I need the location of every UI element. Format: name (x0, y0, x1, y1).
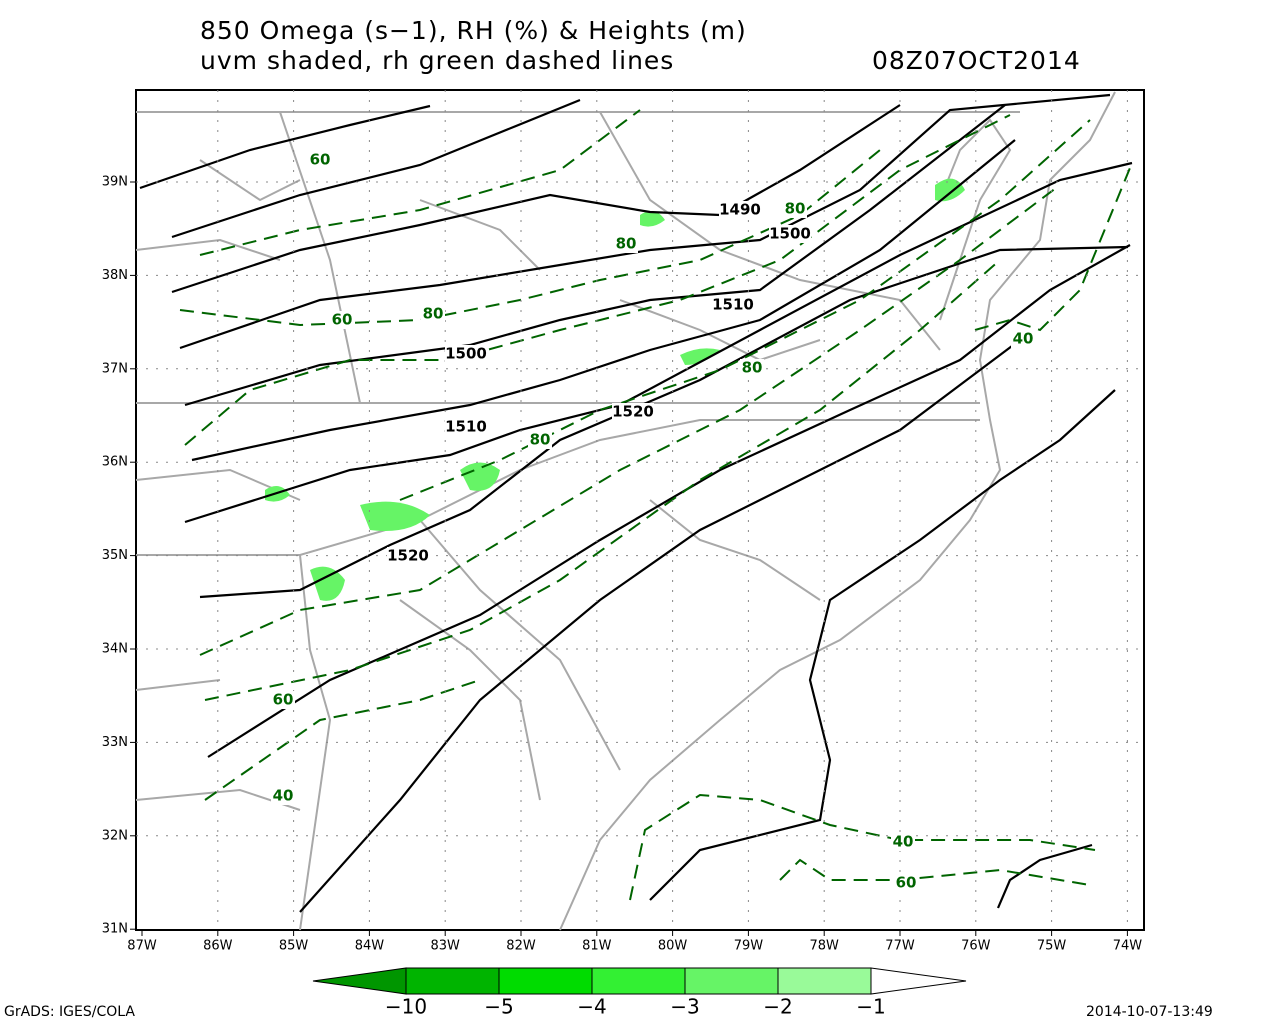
height-contours (139, 93, 1133, 913)
rh-label: 80 (423, 305, 444, 323)
lon-label: 78W (809, 939, 839, 954)
colorbar-box (591, 967, 686, 995)
rh-label: 80 (530, 431, 551, 449)
height-label: 1490 (719, 201, 761, 219)
label-bg (1011, 330, 1035, 348)
colorbar-label: −3 (670, 995, 699, 1019)
label-bg (614, 235, 638, 253)
label-bg (740, 359, 764, 377)
lat-label: 36N (102, 455, 128, 470)
rh-label: 80 (616, 235, 637, 253)
colorbar-label: −2 (763, 995, 792, 1019)
height-label: 1520 (612, 403, 654, 421)
rh-label: 60 (896, 874, 917, 892)
height-label: 1500 (445, 345, 487, 363)
colorbar-box (405, 967, 500, 995)
rh-label: 60 (332, 311, 353, 329)
colorbar-end (312, 967, 407, 995)
lat-label: 39N (102, 175, 128, 190)
graticule (130, 90, 1144, 936)
label-bg (719, 201, 761, 219)
title-line2: uvm shaded, rh green dashed lines (200, 46, 674, 75)
colorbar-box (777, 967, 872, 995)
label-bg (769, 225, 811, 243)
colorbar: −10 −5 −4 −3 −2 −1 (312, 967, 967, 1019)
colorbar-label: −10 (385, 995, 427, 1019)
lon-label: 76W (961, 939, 991, 954)
rh-label: 40 (273, 787, 294, 805)
rh-label: 40 (1013, 330, 1034, 348)
colorbar-end (870, 967, 967, 995)
lon-label: 85W (279, 939, 309, 954)
colorbar-box (684, 967, 779, 995)
colorbar-box (498, 967, 593, 995)
lon-label: 75W (1037, 939, 1067, 954)
lat-label: 38N (102, 268, 128, 283)
lat-label: 31N (102, 922, 128, 937)
height-label: 1510 (712, 296, 754, 314)
lon-label: 80W (658, 939, 688, 954)
colorbar-label: −1 (856, 995, 885, 1019)
lon-label: 74W (1113, 939, 1143, 954)
rh-label: 60 (310, 151, 331, 169)
height-label: 1510 (445, 418, 487, 436)
lon-label: 83W (430, 939, 460, 954)
footer-right: 2014-10-07-13:49 (1086, 1004, 1213, 1020)
label-bg (894, 874, 918, 892)
lat-label: 34N (102, 642, 128, 657)
label-bg (271, 691, 295, 709)
title-line1: 850 Omega (s−1), RH (%) & Heights (m) (200, 16, 747, 45)
label-bg (528, 431, 552, 449)
label-bg (330, 311, 354, 329)
height-label: 1520 (387, 547, 429, 565)
colorbar-label: −4 (577, 995, 606, 1019)
lat-label: 35N (102, 548, 128, 563)
footer-left: GrADS: IGES/COLA (4, 1004, 135, 1020)
rh-contours (179, 109, 1133, 901)
colorbar-label: −5 (484, 995, 513, 1019)
label-bg (445, 418, 487, 436)
label-bg (783, 200, 807, 218)
label-bg (421, 305, 445, 323)
rh-label: 60 (273, 691, 294, 709)
labels: 39N 38N 37N 36N 35N 34N 33N 32N 31N 87W 86W 85W 84W 8… (102, 151, 1143, 954)
lon-label: 82W (506, 939, 536, 954)
rh-label: 40 (893, 833, 914, 851)
lon-label: 84W (355, 939, 385, 954)
lat-label: 32N (102, 828, 128, 843)
lon-label: 87W (127, 939, 157, 954)
height-label: 1500 (769, 225, 811, 243)
lat-label: 37N (102, 361, 128, 376)
lon-label: 81W (582, 939, 612, 954)
lon-label: 86W (203, 939, 233, 954)
label-bg (445, 345, 487, 363)
label-bg (612, 403, 654, 421)
boundaries (135, 91, 1116, 931)
lat-label: 33N (102, 735, 128, 750)
rh-label: 80 (785, 200, 806, 218)
lon-label: 77W (885, 939, 915, 954)
valid-time: 08Z07OCT2014 (872, 46, 1081, 75)
label-bg (891, 833, 915, 851)
rh-label: 80 (742, 359, 763, 377)
label-bg (712, 296, 754, 314)
label-bg (308, 151, 332, 169)
label-bg (387, 547, 429, 565)
lon-label: 79W (734, 939, 764, 954)
label-bg (271, 787, 295, 805)
